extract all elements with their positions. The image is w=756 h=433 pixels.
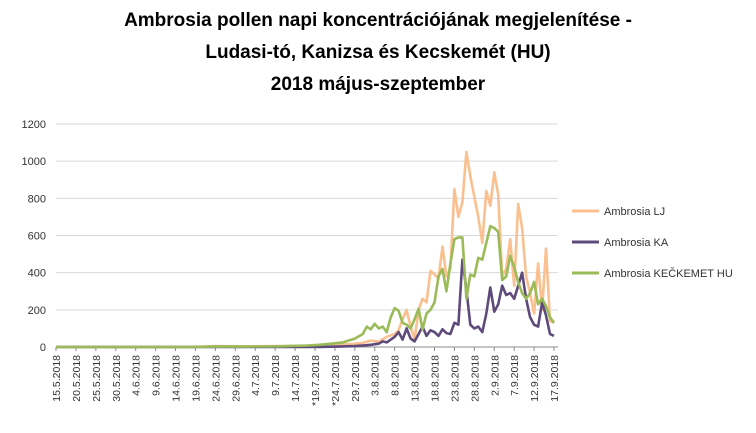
legend-label-3: Ambrosia KEČKEMET HU (604, 267, 733, 280)
y-tick-label: 1000 (22, 156, 46, 168)
x-tick-label: 14.6.2018 (171, 355, 183, 402)
x-tick-label: 23.8.2018 (449, 355, 461, 402)
y-tick-label: 1200 (22, 119, 46, 131)
x-tick-label: 29.6.2018 (230, 355, 242, 402)
y-tick-label: 800 (28, 193, 46, 205)
x-tick-label: 30.5.2018 (111, 355, 123, 402)
x-tick-label: 14.7.2018 (290, 355, 302, 402)
x-tick-label: 12.9.2018 (529, 355, 541, 402)
y-tick-label: 600 (28, 231, 46, 243)
series-line-1 (56, 150, 555, 349)
x-tick-label: 24.6.2018 (210, 355, 222, 402)
chart-title-line-2: Ludasi-tó, Kanizsa és Kecskemét (HU) (205, 42, 551, 63)
x-tick-label: 15.5.2018 (51, 355, 63, 402)
x-tick-label: *19.7.2018 (310, 355, 322, 406)
x-tick-label: 17.9.2018 (549, 355, 561, 402)
x-tick-label: 13.8.2018 (410, 355, 422, 402)
legend-label-1: Ambrosia LJ (604, 206, 665, 218)
x-tick-label: 9.7.2018 (270, 355, 282, 396)
x-tick-label: 18.8.2018 (429, 355, 441, 402)
y-tick-label: 400 (28, 268, 46, 280)
x-tick-label: 25.5.2018 (91, 355, 103, 402)
x-tick-label: 9.6.2018 (151, 355, 163, 396)
x-tick-label: 7.9.2018 (509, 355, 521, 396)
x-tick-label: 29.7.2018 (350, 355, 362, 402)
y-tick-label: 200 (28, 305, 46, 317)
x-tick-label: 8.8.2018 (390, 355, 402, 396)
x-tick-label: 3.8.2018 (370, 355, 382, 396)
x-tick-label: 28.8.2018 (469, 355, 481, 402)
legend-label-2: Ambrosia KA (604, 237, 669, 249)
x-tick-label: *24.7.2018 (330, 355, 342, 406)
x-tick-label: 4.6.2018 (131, 355, 143, 396)
x-tick-label: 19.6.2018 (190, 355, 202, 402)
series-line-2 (56, 258, 555, 349)
x-tick-label: 2.9.2018 (489, 355, 501, 396)
chart-title-line-1: Ambrosia pollen napi koncentrációjának m… (124, 10, 632, 31)
x-tick-label: 20.5.2018 (71, 355, 83, 402)
chart-title-line-3: 2018 május-szeptember (270, 74, 486, 95)
y-tick-label: 0 (40, 342, 46, 354)
x-tick-label: 4.7.2018 (250, 355, 262, 396)
series-line-3 (56, 224, 556, 349)
